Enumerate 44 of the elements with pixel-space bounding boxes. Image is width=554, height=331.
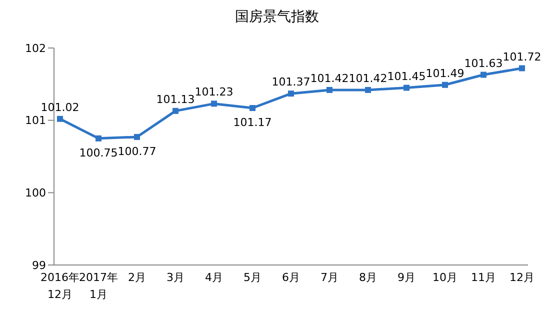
point bbox=[365, 86, 371, 93]
y-tick-label: 99 bbox=[32, 258, 46, 272]
data-label: 101.45 bbox=[387, 70, 426, 83]
point bbox=[57, 116, 63, 122]
x-tick-label: 6月 bbox=[282, 271, 300, 284]
x-tick-label: 2016年 12月 bbox=[40, 271, 80, 301]
data-label: 101.23 bbox=[194, 86, 234, 99]
data-label: 101.49 bbox=[426, 66, 464, 80]
point bbox=[519, 65, 525, 72]
data-label: 100.77 bbox=[118, 144, 156, 158]
point bbox=[172, 108, 178, 114]
data-label: 101.42 bbox=[310, 72, 349, 85]
x-tick-label: 11月 bbox=[471, 271, 496, 284]
point bbox=[96, 135, 102, 142]
point bbox=[326, 86, 332, 93]
y-tick-label: 100 bbox=[25, 186, 46, 200]
point bbox=[211, 100, 217, 107]
data-label: 101.72 bbox=[502, 50, 542, 64]
x-tick-label: 10月 bbox=[432, 271, 458, 284]
chart-title: 国房景气指数 bbox=[234, 8, 320, 27]
x-tick-label: 4月 bbox=[205, 271, 223, 284]
data-label: 101.42 bbox=[348, 72, 388, 85]
x-tick-label: 2017年 1月 bbox=[79, 271, 118, 301]
x-tick-label: 5月 bbox=[244, 271, 262, 284]
data-label: 101.63 bbox=[464, 56, 503, 70]
point bbox=[442, 82, 448, 88]
data-label: 101.13 bbox=[156, 92, 195, 106]
point bbox=[480, 72, 486, 78]
data-label: 100.75 bbox=[79, 146, 118, 160]
point bbox=[288, 90, 294, 97]
x-tick-label: 8月 bbox=[359, 271, 377, 284]
point bbox=[134, 134, 140, 140]
data-label: 101.17 bbox=[233, 116, 272, 130]
x-tick-label: 12月 bbox=[510, 271, 534, 284]
point bbox=[250, 105, 256, 112]
x-tick-label: 2月 bbox=[128, 271, 146, 284]
x-tick-label: 3月 bbox=[166, 271, 184, 284]
x-tick-label: 7月 bbox=[320, 271, 338, 284]
point bbox=[404, 84, 410, 91]
data-label: 101.37 bbox=[272, 76, 310, 89]
data-label: 101.02 bbox=[40, 100, 80, 114]
x-tick-label: 9月 bbox=[398, 271, 416, 284]
y-tick-label: 101 bbox=[25, 114, 46, 128]
y-tick-label: 102 bbox=[25, 42, 46, 55]
